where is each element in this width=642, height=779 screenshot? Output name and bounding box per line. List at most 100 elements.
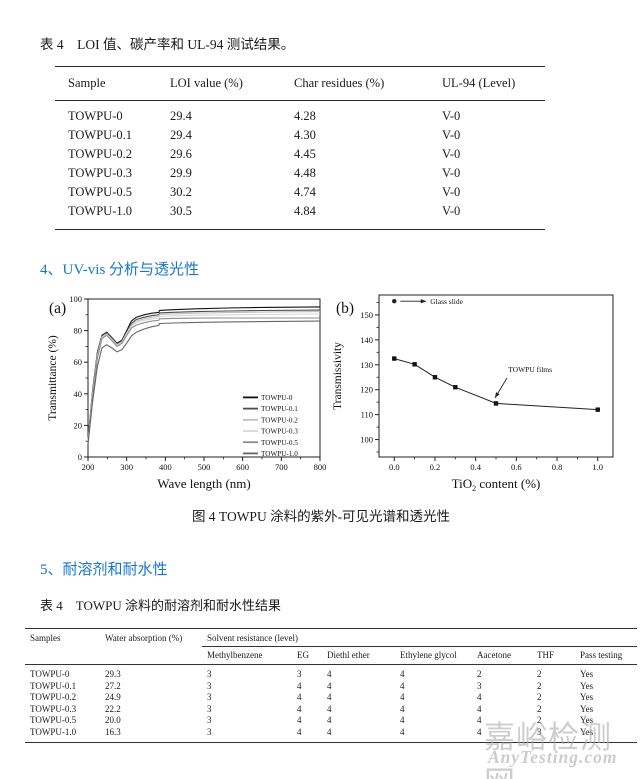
chart-a-transmittance: 200 300 400 500 600 700 800 0 20 40 60 80 100 TOWPU-0… [47,294,326,491]
table-cell: 4.84 [294,204,316,218]
table-cell: 4.74 [294,185,316,199]
table-cell: 4 [297,726,302,737]
svg-text:600: 600 [236,462,249,472]
table-row: TOWPU-0.3 22.2 3 4 4 4 4 2 Yes [25,703,637,715]
table1-body: TOWPU-0 29.4 4.28 V-0 TOWPU-0.1 29.4 4.30 V-0 TO… [55,101,545,230]
svg-text:(b): (b) [336,300,354,317]
section-heading-uvvis: 4、UV-vis 分析与透光性 [40,262,200,278]
table-cell: V-0 [442,128,461,142]
svg-text:1.0: 1.0 [592,462,603,472]
table-cell: 30.5 [170,204,192,218]
table2-title: 表 4 TOWPU 涂料的耐溶剂和耐水性结果 [40,598,281,613]
table-cell: Yes [580,726,594,737]
svg-text:400: 400 [159,462,172,472]
svg-text:40: 40 [74,389,83,399]
x-axis-label: TiO2 content (%) [452,476,541,493]
group-header-row: Samples Water absorption (%) Solvent resis… [25,628,638,647]
table-row: TOWPU-0 29.4 4.28 V-0 [55,101,545,127]
table-cell: 3 [207,715,212,726]
annotation-towpu-films: TOWPU films [494,365,552,399]
x-axis: 200 300 400 500 600 700 800 [82,457,326,472]
sub-header-row: Methylbenzene EG Diethl ether Ethylene glyc… [25,646,638,665]
table2-body: TOWPU-0 29.3 3 3 4 4 2 2 Yes TOWPU-0.1 27.2 3 4 4 4 3 2 Y… [25,665,637,743]
table1-title: 表 4 LOI 值、碳产率和 UL-94 测试结果。 [40,37,295,52]
table-cell: TOWPU-0.5 [30,715,77,726]
svg-text:TOWPU films: TOWPU films [508,365,552,374]
table-row: TOWPU-0.5 20.0 3 4 4 4 4 2 Yes [25,715,637,727]
svg-text:TOWPU-0.1: TOWPU-0.1 [261,405,298,413]
table-cell: Yes [580,692,594,703]
table-cell: 24.9 [105,692,121,703]
loi-results-table: Sample LOI value (%) Char residues (%) UL-9… [55,66,545,230]
series-lines [87,306,321,445]
table-cell: 3 [477,680,482,691]
table-cell: 20.0 [105,715,121,726]
table-cell: 27.2 [105,680,121,691]
column-header: THF [532,646,575,665]
table-cell: 4 [327,692,332,703]
svg-text:0.6: 0.6 [511,462,522,472]
table-cell: V-0 [442,204,461,218]
column-header: Water absorption (%) [105,633,183,643]
table-row: TOWPU-0.2 24.9 3 4 4 4 4 2 Yes [25,691,637,703]
y-axis: 0 20 40 60 80 100 [69,294,88,462]
svg-text:200: 200 [82,462,95,472]
table-cell: 16.3 [105,726,121,737]
svg-text:Wave length (nm): Wave length (nm) [157,476,251,491]
table-cell: 29.4 [170,128,192,142]
table-cell: 3 [207,680,212,691]
table-cell: 4 [477,703,482,714]
table-cell: 22.2 [105,703,121,714]
watermark-cn: 嘉峪检测网 [484,720,612,779]
column-header: Char residues (%) [294,66,442,101]
table-cell: 4 [400,703,405,714]
y-axis-label: Transmittance (%) [47,335,59,421]
data-series [392,356,600,412]
svg-text:TOWPU-0: TOWPU-0 [261,394,293,402]
table-cell: V-0 [442,147,461,161]
table-cell: V-0 [442,166,461,180]
table-cell: 2 [537,680,542,691]
panel-label: (b) [336,300,354,317]
table-cell: 3 [207,669,212,679]
table-cell: 4 [327,680,332,691]
svg-text:TiO2 content (%): TiO2 content (%) [452,476,541,493]
table-cell: 4.28 [294,109,316,123]
y-axis-label: Transmissivity [332,342,344,410]
svg-text:0.8: 0.8 [552,462,563,472]
solvent-resistance-table: Samples Water absorption (%) Solvent resis… [25,628,638,743]
x-axis: 0.0 0.2 0.4 0.6 0.8 1.0 [389,457,603,472]
table-cell: Yes [580,680,594,691]
table-cell: 2 [537,703,542,714]
table-cell: 4 [297,703,302,714]
table-cell: 29.3 [105,669,121,679]
table-cell: 4.45 [294,147,316,161]
table-cell: 4 [477,692,482,703]
table-cell: TOWPU-0.5 [68,185,133,199]
svg-text:110: 110 [361,410,373,420]
table-cell: TOWPU-0.2 [30,692,77,703]
header-row: Sample LOI value (%) Char residues (%) UL-9… [55,66,545,101]
y-axis: 100 110 120 130 140 150 [360,302,379,453]
table-row: TOWPU-0.1 27.2 3 4 4 4 3 2 Yes [25,680,637,692]
panel-label: (a) [49,300,66,317]
svg-text:TOWPU-0.2: TOWPU-0.2 [261,416,298,424]
table-cell: 29.9 [170,166,192,180]
table-row: TOWPU-0.5 30.2 4.74 V-0 [55,183,545,202]
group-column-header: Solvent resistance (level) [202,628,638,647]
table-cell: TOWPU-0.3 [30,703,77,714]
svg-text:700: 700 [275,462,288,472]
table-cell: 4.48 [294,166,316,180]
svg-text:140: 140 [360,335,373,345]
annotation-glass-slide: Glass slide [392,297,464,306]
legend: TOWPU-0 TOWPU-0.1 TOWPU-0.2 TOWPU-0.3 TOWPU-… [243,394,298,458]
svg-text:0: 0 [78,452,82,462]
table-cell: 4 [327,715,332,726]
svg-text:20: 20 [74,420,83,430]
table-cell: V-0 [442,185,461,199]
table-cell: Yes [580,703,594,714]
table-cell: Yes [580,669,594,679]
table-cell: 2 [537,715,542,726]
chart-b-transmissivity: 0.0 0.2 0.4 0.6 0.8 1.0 100 110 120 130 140 150 Glas… [332,294,614,493]
